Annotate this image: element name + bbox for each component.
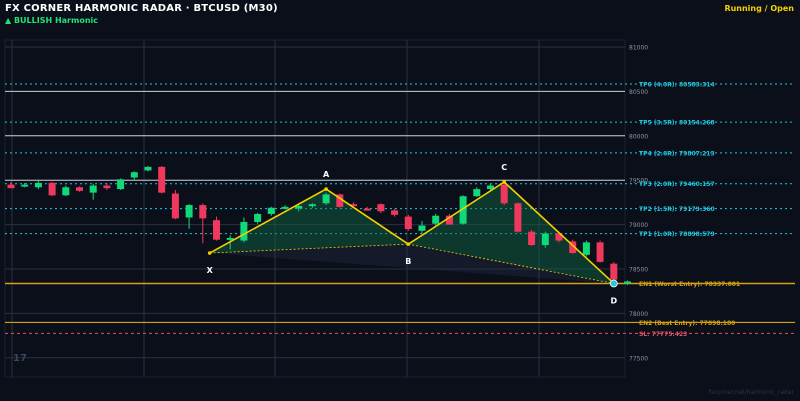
candle-body: [48, 182, 56, 196]
candle-body: [226, 237, 234, 240]
y-tick-label: 77500: [629, 355, 648, 362]
y-tick-label: 80000: [629, 133, 648, 140]
candle-body: [377, 204, 385, 212]
candle-body: [473, 189, 481, 197]
level-label-sl: SL: 77775.423: [639, 331, 687, 338]
candle-body: [21, 184, 29, 187]
pattern-xb-line: [209, 243, 409, 254]
candle-body: [144, 166, 152, 171]
candle-body: [596, 242, 604, 262]
price-axis: 81000 80500 80000 79500 79000 78500 78000 77500: [629, 45, 648, 363]
pattern-label-d: D: [610, 296, 617, 305]
candle-body: [404, 216, 412, 230]
candle-body: [459, 196, 467, 224]
candle-body: [432, 215, 440, 224]
candle-body: [445, 215, 453, 225]
candle-body: [322, 194, 330, 204]
candle-body: [240, 221, 248, 241]
candle-body: [541, 233, 549, 246]
candle-body: [610, 263, 618, 280]
pattern-point-x: [207, 251, 212, 255]
candle-body: [336, 194, 344, 207]
pattern-bd-line: [408, 243, 614, 284]
pattern-direction: ▲ BULLISH Harmonic: [5, 16, 98, 25]
pattern-fill-bcd: [408, 181, 614, 284]
level-label-tp4: TP4 (2.6R): 79807.213: [639, 150, 715, 157]
candle-body: [418, 225, 426, 231]
status-indicator: Running / Open: [724, 4, 794, 13]
level-lines: TP6 (4.0R): 80583.314 TP5 (3.5R): 80154.2…: [5, 82, 795, 338]
candle-body: [117, 179, 125, 190]
candle-body: [569, 241, 577, 254]
candle-body: [171, 193, 179, 219]
pattern-fill-xab: [209, 189, 409, 254]
pattern-point-a: [324, 187, 328, 191]
candle-body: [185, 205, 193, 218]
candle-body: [500, 184, 508, 204]
y-tick-label: 80500: [629, 89, 648, 96]
candle-body: [76, 187, 83, 191]
candle-body: [62, 187, 70, 196]
y-tick-label: 81000: [629, 45, 648, 52]
pattern-label-x: X: [207, 266, 214, 275]
y-tick-label: 79000: [629, 222, 648, 229]
candle-body: [624, 281, 631, 284]
candle-body: [487, 185, 494, 190]
pattern-point-b: [406, 242, 411, 246]
candle-body: [528, 231, 536, 246]
candle-body: [267, 207, 275, 214]
pattern-fill-xbd: [209, 244, 614, 284]
pattern-label-c: C: [501, 163, 507, 172]
level-label-en2: EN2 (Best Entry): 77898.180: [639, 320, 735, 327]
level-label-tp1: TP1 (1.0R): 78898.579: [639, 231, 715, 238]
y-tick-label: 78500: [629, 267, 648, 274]
logo-mark: 17: [13, 353, 27, 364]
pattern-lines: X A B C D: [207, 163, 618, 305]
pattern-fill: [209, 181, 614, 284]
candle-body: [281, 206, 289, 209]
candle-body: [34, 182, 42, 188]
candle-body: [363, 208, 371, 211]
pattern-label-a: A: [323, 170, 330, 179]
level-label-en1: EN1 (Worst Entry): 78337.001: [639, 281, 740, 288]
level-label-tp5: TP5 (3.5R): 80154.268: [639, 120, 715, 127]
candle-body: [582, 242, 590, 255]
y-tick-label: 78000: [629, 311, 648, 318]
level-label-tp6: TP6 (4.0R): 80583.314: [639, 82, 715, 89]
level-label-tp3: TP3 (2.0R): 79460.157: [639, 181, 715, 188]
candle-body: [350, 204, 357, 207]
y-tick-label: 79500: [629, 178, 648, 185]
candle-body: [158, 166, 166, 193]
candle-body: [130, 172, 138, 178]
candle-body: [254, 213, 262, 222]
candle-body: [199, 205, 207, 219]
candle-body: [295, 205, 303, 209]
watermark: fxcorner.net/harmonic_radar: [708, 389, 794, 396]
pattern-label-b: B: [405, 257, 411, 266]
level-label-tp2: TP2 (1.5R): 79179.360: [639, 206, 715, 213]
candle-body: [213, 220, 220, 240]
candle-body: [7, 184, 15, 189]
pattern-point-d: [609, 279, 618, 288]
candle-body: [103, 185, 111, 189]
pattern-point-c: [502, 180, 507, 184]
chart-title: FX CORNER HARMONIC RADAR · BTCUSD (M30): [5, 3, 278, 14]
candle-body: [308, 204, 316, 207]
candle-body: [89, 185, 97, 193]
candle-body: [391, 210, 399, 215]
candle-body: [555, 233, 563, 241]
candle-body: [514, 203, 522, 232]
candles: [7, 165, 631, 285]
